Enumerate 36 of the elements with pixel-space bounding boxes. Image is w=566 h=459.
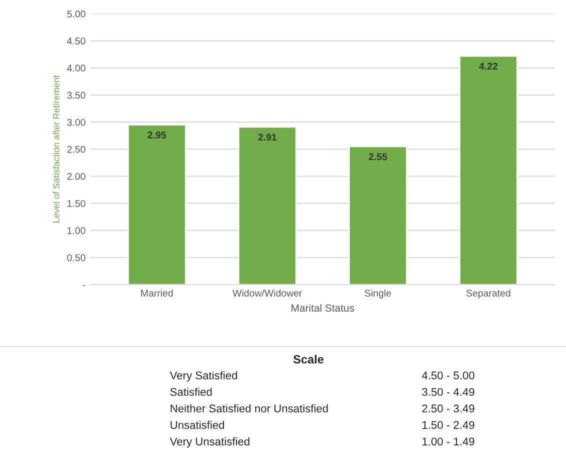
bar: [127, 124, 186, 285]
data-label: 2.55: [368, 153, 388, 160]
y-tick-label: 3.00: [67, 118, 86, 126]
data-label: 2.91: [258, 134, 277, 141]
text: 1.00 - 1.49: [422, 438, 474, 446]
text: Scale: [293, 354, 324, 364]
text: 4.50 - 5.00: [422, 371, 474, 380]
text: Very Satisfied: [170, 371, 238, 382]
x-tick-label: Separated: [466, 289, 510, 299]
text: 3.50 - 4.49: [422, 388, 474, 396]
text: Satisfied: [170, 388, 212, 396]
bar: [238, 126, 297, 285]
x-axis-title: Marital Status: [292, 304, 354, 312]
bar: [348, 146, 408, 285]
y-tick-label: 5.00: [67, 10, 86, 18]
y-tick-label: 0.50: [67, 254, 86, 262]
x-tick-label: Married: [141, 289, 173, 297]
x-tick-label: Single: [364, 289, 391, 299]
data-label: 4.22: [479, 62, 498, 70]
x-tick-label: Widow/Widower: [232, 289, 302, 297]
text: Neither Satisfied nor Unsatisfied: [170, 404, 328, 412]
y-tick-label: 4.50: [67, 38, 86, 44]
text: 2.50 - 3.49: [422, 404, 474, 412]
y-tick-label: 4.00: [67, 64, 86, 72]
y-tick-label: 1.50: [68, 200, 86, 207]
y-tick-label: 1.00: [68, 227, 86, 234]
bar: [458, 55, 518, 285]
y-axis-title: Level of Satisfaction after Retirement: [52, 75, 60, 222]
y-tick-label: -: [82, 285, 86, 286]
y-tick-label: 2.50: [67, 146, 86, 153]
text: 1.50 - 2.49: [422, 421, 474, 429]
y-tick-label: 2.00: [67, 172, 86, 180]
text: Very Unsatisfied: [170, 437, 250, 448]
data-label: 2.95: [148, 132, 166, 138]
text: Unsatisfied: [170, 420, 224, 429]
y-tick-label: 3.50: [67, 92, 86, 99]
